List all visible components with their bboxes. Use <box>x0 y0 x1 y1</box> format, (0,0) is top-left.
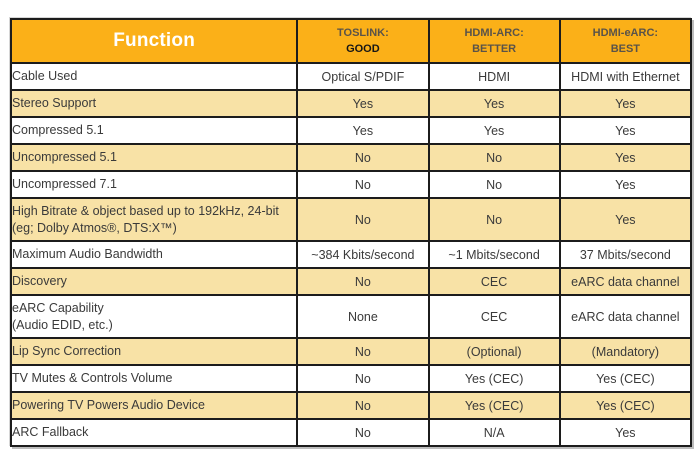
function-cell: Maximum Audio Bandwidth <box>9 240 299 269</box>
value-cell: None <box>296 294 430 339</box>
value-cell: Yes <box>558 170 693 199</box>
value-cell: No <box>296 364 430 393</box>
table-row: Stereo Support Yes Yes Yes <box>9 89 693 118</box>
value-cell: Optical S/PDIF <box>296 62 430 91</box>
function-cell: Discovery <box>9 267 299 296</box>
value-cell: 37 Mbits/second <box>558 240 693 269</box>
table-row: Lip Sync Correction No (Optional) (Manda… <box>9 337 693 366</box>
table-row: Cable Used Optical S/PDIF HDMI HDMI with… <box>9 62 693 91</box>
value-cell: No <box>427 197 561 242</box>
column-header-toslink: TOSLINK: GOOD <box>296 18 430 64</box>
value-cell: Yes <box>427 116 561 145</box>
column-name-toslink: TOSLINK: <box>337 27 389 40</box>
value-cell: HDMI <box>427 62 561 91</box>
value-cell: No <box>296 337 430 366</box>
value-cell: No <box>296 391 430 420</box>
value-cell: HDMI with Ethernet <box>558 62 693 91</box>
function-cell: eARC Capability (Audio EDID, etc.) <box>9 294 299 339</box>
value-cell: N/A <box>427 418 561 447</box>
function-cell: Stereo Support <box>9 89 299 118</box>
table-row: ARC Fallback No N/A Yes <box>9 418 693 447</box>
table-row: Compressed 5.1 Yes Yes Yes <box>9 116 693 145</box>
value-cell: No <box>296 418 430 447</box>
value-cell: ~384 Kbits/second <box>296 240 430 269</box>
value-cell: Yes (CEC) <box>427 391 561 420</box>
function-cell: Powering TV Powers Audio Device <box>9 391 299 420</box>
value-cell: Yes <box>558 89 693 118</box>
value-cell: Yes <box>558 418 693 447</box>
value-cell: No <box>296 170 430 199</box>
value-cell: No <box>296 267 430 296</box>
value-cell: Yes <box>558 143 693 172</box>
function-cell: Uncompressed 5.1 <box>9 143 299 172</box>
value-cell: Yes <box>558 197 693 242</box>
column-header-hdmi-earc: HDMI-eARC: BEST <box>558 18 693 64</box>
value-cell: (Mandatory) <box>558 337 693 366</box>
function-cell: High Bitrate & object based up to 192kHz… <box>9 197 299 242</box>
column-name-hdmi-arc: HDMI-ARC: <box>464 27 524 40</box>
table-row: Discovery No CEC eARC data channel <box>9 267 693 296</box>
value-cell: Yes (CEC) <box>558 364 693 393</box>
audio-connection-comparison-table: Function TOSLINK: GOOD HDMI-ARC: BETTER … <box>9 18 693 447</box>
value-cell: eARC data channel <box>558 294 693 339</box>
value-cell: Yes (CEC) <box>558 391 693 420</box>
value-cell: Yes <box>427 89 561 118</box>
value-cell: No <box>296 197 430 242</box>
value-cell: Yes <box>296 89 430 118</box>
function-cell: Compressed 5.1 <box>9 116 299 145</box>
value-cell: eARC data channel <box>558 267 693 296</box>
table-row: Uncompressed 7.1 No No Yes <box>9 170 693 199</box>
table-row: High Bitrate & object based up to 192kHz… <box>9 197 693 242</box>
function-cell: Lip Sync Correction <box>9 337 299 366</box>
value-cell: ~1 Mbits/second <box>427 240 561 269</box>
value-cell: No <box>427 170 561 199</box>
column-rating-best: BEST <box>610 43 641 56</box>
function-cell: ARC Fallback <box>9 418 299 447</box>
table-row: eARC Capability (Audio EDID, etc.) None … <box>9 294 693 339</box>
column-name-hdmi-earc: HDMI-eARC: <box>592 27 659 40</box>
table-row: Uncompressed 5.1 No No Yes <box>9 143 693 172</box>
value-cell: Yes <box>296 116 430 145</box>
column-header-hdmi-arc: HDMI-ARC: BETTER <box>427 18 561 64</box>
function-cell: TV Mutes & Controls Volume <box>9 364 299 393</box>
value-cell: Yes (CEC) <box>427 364 561 393</box>
table-row: Powering TV Powers Audio Device No Yes (… <box>9 391 693 420</box>
value-cell: Yes <box>558 116 693 145</box>
value-cell: CEC <box>427 294 561 339</box>
value-cell: CEC <box>427 267 561 296</box>
table-row: Maximum Audio Bandwidth ~384 Kbits/secon… <box>9 240 693 269</box>
table-row: TV Mutes & Controls Volume No Yes (CEC) … <box>9 364 693 393</box>
value-cell: (Optional) <box>427 337 561 366</box>
column-rating-good: GOOD <box>346 43 380 56</box>
function-column-header: Function <box>9 18 299 64</box>
function-cell: Uncompressed 7.1 <box>9 170 299 199</box>
function-cell: Cable Used <box>9 62 299 91</box>
header-row: Function TOSLINK: GOOD HDMI-ARC: BETTER … <box>9 18 693 64</box>
value-cell: No <box>427 143 561 172</box>
column-rating-better: BETTER <box>472 43 517 56</box>
value-cell: No <box>296 143 430 172</box>
